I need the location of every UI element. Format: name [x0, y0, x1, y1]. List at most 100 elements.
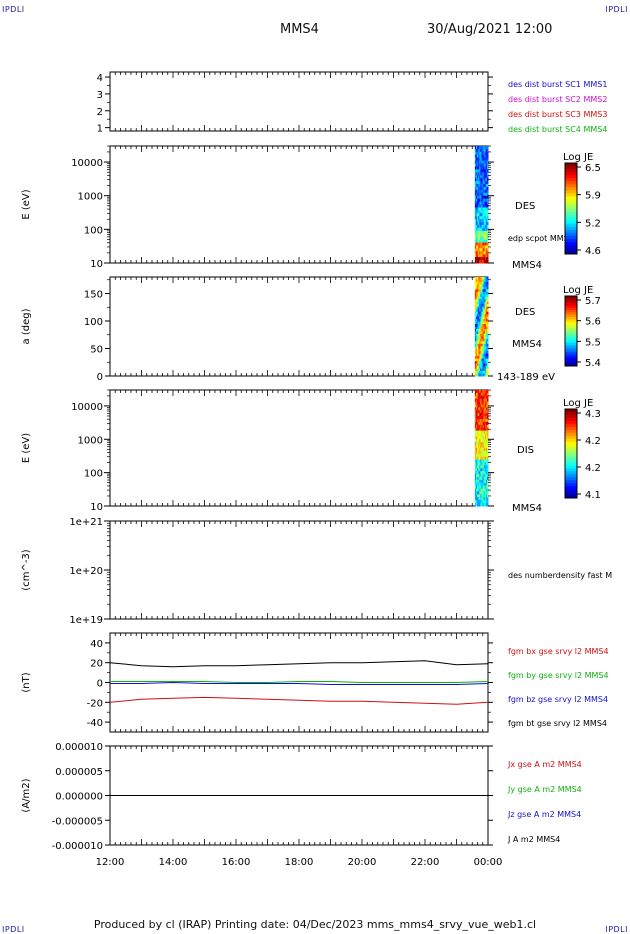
- y-tick-label-1: 4: [97, 73, 103, 84]
- spectrogram-cell-4: [484, 413, 487, 417]
- spectrogram-cell-3: [484, 341, 487, 345]
- spectrogram-cell-2: [478, 239, 480, 244]
- spectrogram-cell-4: [477, 453, 479, 458]
- spectrogram-cell-3: [482, 324, 485, 327]
- spectrogram-cell-2: [485, 239, 488, 244]
- spectrogram-cell-4: [474, 453, 477, 458]
- legend-entry-field-1: fgm by gse srvy l2 MMS4: [508, 671, 609, 680]
- spectrogram-cell-3: [474, 361, 477, 365]
- spectrogram-cell-4: [475, 404, 478, 408]
- spectrogram-cell-4: [477, 456, 479, 461]
- spectrogram-cell-2: [475, 204, 478, 208]
- spectrogram-cell-3: [486, 348, 489, 352]
- spectrogram-cell-4: [479, 491, 481, 495]
- spectrogram-cell-2: [480, 169, 482, 173]
- spectrogram-cell-3: [482, 284, 485, 288]
- series-line-2: [110, 681, 489, 685]
- y-tick-label-3: 100: [84, 317, 103, 328]
- corner-logo-bottom-right: IPDLI: [605, 925, 628, 934]
- spectrogram-cell-3: [483, 277, 486, 280]
- spectrogram-cell-2: [483, 230, 486, 235]
- spectrogram-cell-2: [480, 184, 482, 188]
- spectrogram-cell-4: [486, 494, 489, 498]
- spectrogram-cell-3: [484, 373, 487, 377]
- spectrogram-cell-3: [475, 358, 478, 362]
- spectrogram-cell-3: [479, 291, 481, 295]
- spectrogram-cell-3: [486, 351, 489, 355]
- spectrogram-cell-4: [484, 497, 487, 501]
- spectrogram-cell-3: [480, 289, 482, 293]
- spectrogram-cell-2: [485, 251, 488, 255]
- spectrogram-cell-4: [485, 450, 488, 455]
- colorbar-swatch-4: [565, 495, 577, 499]
- spectrogram-cell-3: [478, 291, 480, 295]
- spectrogram-cell-4: [474, 404, 477, 408]
- spectrogram-cell-4: [475, 479, 478, 484]
- spectrogram-cell-2: [475, 160, 478, 165]
- spectrogram-cell-4: [483, 419, 486, 423]
- spectrogram-cell-4: [480, 421, 482, 426]
- spectrogram-cell-4: [480, 430, 482, 434]
- spectrogram-cell-3: [479, 319, 481, 323]
- y-tick-label-4: 10: [90, 502, 103, 513]
- spectrogram-cell-2: [483, 181, 486, 185]
- spectrogram-cell-2: [480, 236, 482, 241]
- spectrogram-cell-2: [485, 260, 488, 264]
- spectrogram-cell-3: [477, 306, 479, 310]
- spectrogram-cell-3: [486, 304, 489, 308]
- spectrogram-cell-4: [481, 395, 484, 400]
- spectrogram-cell-4: [483, 421, 486, 426]
- spectrogram-cell-4: [486, 436, 489, 440]
- spectrogram-cell-2: [477, 172, 479, 176]
- spectrogram-cell-3: [486, 314, 489, 318]
- spectrogram-cell-2: [475, 178, 478, 182]
- spectrogram-cell-2: [483, 248, 486, 252]
- spectrogram-cell-2: [479, 251, 481, 255]
- spectrogram-cell-4: [485, 488, 488, 492]
- colorbar-swatch-4: [565, 465, 577, 469]
- spectrogram-cell-2: [481, 146, 484, 150]
- spectrogram-cell-2: [474, 224, 477, 229]
- spectrogram-cell-3: [475, 289, 478, 293]
- spectrogram-cell-2: [477, 254, 479, 258]
- spectrogram-cell-3: [482, 279, 485, 283]
- colorbar-swatch-2: [565, 172, 577, 176]
- spectrogram-cell-3: [483, 321, 486, 325]
- spectrogram-cell-4: [483, 413, 486, 417]
- spectrogram-cell-4: [483, 450, 486, 455]
- spectrogram-cell-2: [478, 160, 480, 165]
- spectrogram-cell-3: [481, 351, 484, 355]
- spectrogram-cell-3: [482, 353, 485, 357]
- spectrogram-cell-3: [475, 351, 478, 355]
- spectrogram-cell-3: [477, 311, 479, 315]
- spectrogram-cell-4: [481, 392, 484, 397]
- spectrogram-cell-4: [474, 477, 477, 481]
- spectrogram-cell-2: [481, 236, 484, 241]
- spectrogram-cell-3: [474, 309, 477, 313]
- spectrogram-cell-4: [482, 448, 485, 452]
- spectrogram-cell-2: [478, 230, 480, 235]
- spectrogram-cell-4: [481, 462, 484, 466]
- spectrogram-cell-2: [474, 169, 477, 173]
- corner-logo-top-right: IPDLI: [605, 5, 628, 14]
- spectrogram-cell-2: [478, 233, 480, 238]
- spectrogram-cell-4: [478, 404, 480, 408]
- spectrogram-cell-4: [482, 500, 485, 504]
- spectrogram-cell-2: [474, 181, 477, 185]
- spectrogram-cell-2: [486, 257, 489, 261]
- spectrogram-cell-2: [484, 222, 487, 226]
- spectrogram-cell-3: [479, 289, 481, 293]
- spectrogram-cell-3: [474, 314, 477, 318]
- spectrogram-cell-4: [480, 413, 482, 417]
- spectrogram-cell-3: [485, 338, 488, 342]
- colorbar-swatch-3: [565, 314, 577, 318]
- spectrogram-cell-4: [477, 462, 479, 466]
- spectrogram-cell-4: [474, 503, 477, 507]
- spectrogram-cell-4: [485, 497, 488, 501]
- spectrogram-cell-4: [480, 404, 482, 408]
- spectrogram-cell-4: [482, 401, 485, 405]
- spectrogram-cell-3: [475, 361, 478, 365]
- spectrogram-cell-3: [475, 366, 478, 370]
- spectrogram-cell-4: [480, 497, 482, 501]
- instrument-label-4: DIS: [517, 445, 534, 456]
